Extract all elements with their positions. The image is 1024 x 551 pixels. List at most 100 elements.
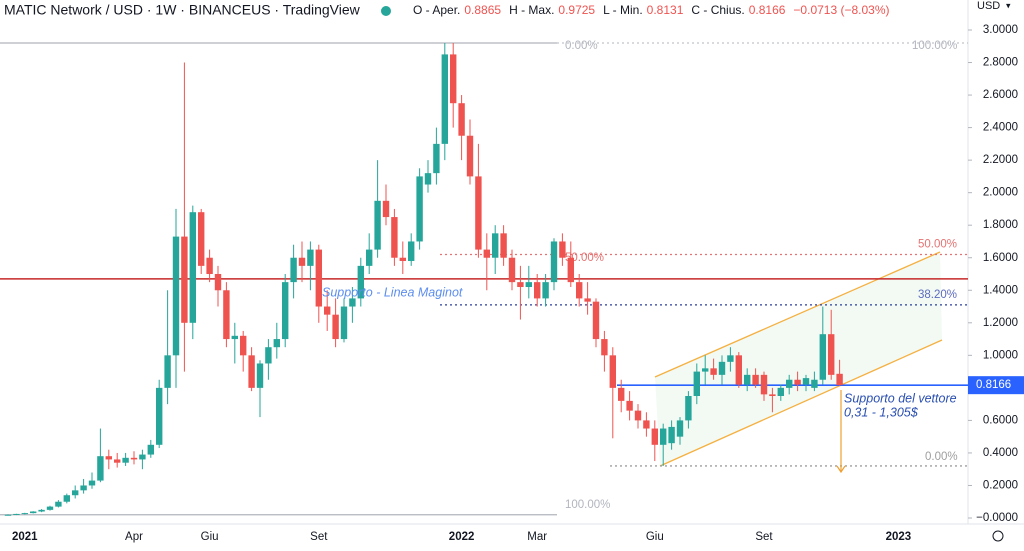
ohlc-value: 0.8865 (464, 3, 501, 17)
candle-body (592, 301, 600, 340)
candle-body (718, 361, 726, 375)
candle-body (156, 387, 163, 445)
candle-body (626, 400, 633, 411)
ohlc-value: 0.8166 (749, 3, 786, 17)
candle-body (811, 379, 818, 388)
candle-body (122, 457, 129, 463)
candle-body (38, 509, 45, 512)
y-tick-label: 1.0000 (983, 349, 1018, 361)
candle-body (744, 374, 751, 385)
chart-title: MATIC Network / USD · 1W · BINANCEUS · T… (4, 2, 361, 18)
settings-icon[interactable] (992, 530, 1004, 542)
candle-body (130, 457, 138, 460)
ohlc-label: L - Min. (603, 3, 643, 17)
y-tick-label: 2.6000 (983, 89, 1018, 101)
x-tick-label: Giu (646, 531, 664, 543)
candle-body (88, 480, 96, 486)
candle-body (72, 490, 79, 496)
candle-body (408, 241, 415, 261)
y-tick-label: 0.4000 (983, 447, 1018, 459)
candle-body (298, 257, 306, 266)
y-tick-label: 3.0000 (983, 24, 1018, 36)
candle-body (97, 456, 104, 481)
candle-body (651, 428, 658, 445)
candle-body (559, 241, 566, 258)
candle-body (643, 420, 650, 429)
candle-body (366, 249, 373, 266)
candle-body (660, 428, 667, 445)
candle-body (735, 355, 742, 385)
candle-body (273, 339, 280, 348)
candle-body (618, 387, 625, 401)
y-tick-label: 1.2000 (983, 317, 1018, 329)
candle-body (525, 282, 532, 288)
candle-body (315, 249, 322, 307)
candle-body (702, 368, 709, 372)
candle-body (382, 200, 390, 218)
candle-body (206, 257, 213, 274)
candle-body (542, 282, 549, 299)
annotation: Supporto - Linea Maginot (322, 285, 463, 299)
candle-body (13, 513, 20, 515)
x-tick-label: Giu (201, 531, 219, 543)
candle-body (727, 355, 734, 362)
candle-body (374, 200, 381, 250)
candle-body (55, 501, 62, 507)
y-tick-label: 2.4000 (983, 122, 1018, 134)
candle-body (21, 513, 28, 515)
ohlc-label: C - Chius. (691, 3, 744, 17)
y-tick-label: −0.0000 (976, 512, 1018, 524)
channel-upper (654, 251, 941, 378)
candle-body (567, 257, 574, 283)
candle-body (760, 374, 768, 395)
candle-body (508, 257, 516, 283)
candle-body (399, 257, 406, 261)
candle-body (483, 249, 490, 258)
fib-label: 50.00% (565, 252, 604, 264)
last-price-label: 0.8166 (976, 379, 1011, 391)
x-tick-label: Apr (125, 531, 143, 543)
fib-label: 0.00% (565, 40, 598, 52)
candle-body (46, 506, 54, 510)
currency-caret: ▾ (1006, 0, 1011, 10)
ohlc-label: H - Max. (509, 3, 554, 17)
candle-body (517, 282, 524, 288)
candle-body (105, 456, 112, 460)
candle-body (433, 143, 440, 174)
x-tick-label: Set (755, 531, 773, 543)
ohlc-label: O - Aper. (413, 3, 460, 17)
candle-body (550, 241, 558, 283)
candle-body (189, 212, 196, 323)
candle-body (214, 274, 222, 291)
y-tick-label: 1.6000 (983, 252, 1018, 264)
x-tick-label: 2022 (449, 531, 475, 543)
candle-body (819, 334, 826, 380)
candle-body (668, 426, 675, 444)
change: −0.0713 (−8.03%) (793, 3, 889, 17)
candle-body (584, 298, 591, 302)
annotation: Supporto del vettore (844, 391, 957, 405)
candle-body (828, 334, 835, 375)
candle-body (114, 459, 121, 463)
candle-body (693, 371, 700, 396)
status-dot (381, 6, 391, 16)
candle-body (710, 368, 717, 375)
candle-body (777, 387, 784, 396)
x-tick-label: Mar (527, 531, 547, 543)
candle-body (576, 282, 583, 299)
arrow-head (836, 465, 846, 474)
x-tick-label: 2023 (886, 531, 912, 543)
candle-body (240, 335, 247, 356)
candle-body (248, 355, 255, 388)
annotation: 0,31 - 1,305$ (844, 405, 919, 419)
candle-body (290, 257, 297, 283)
candle-body (340, 306, 348, 340)
candle-body (30, 511, 37, 514)
candle-body (80, 485, 87, 491)
fib-label: 100.00% (912, 40, 957, 52)
candle-body (164, 355, 171, 388)
y-tick-label: 2.8000 (983, 57, 1018, 69)
candle-body (441, 54, 448, 144)
candle-body (282, 282, 289, 340)
